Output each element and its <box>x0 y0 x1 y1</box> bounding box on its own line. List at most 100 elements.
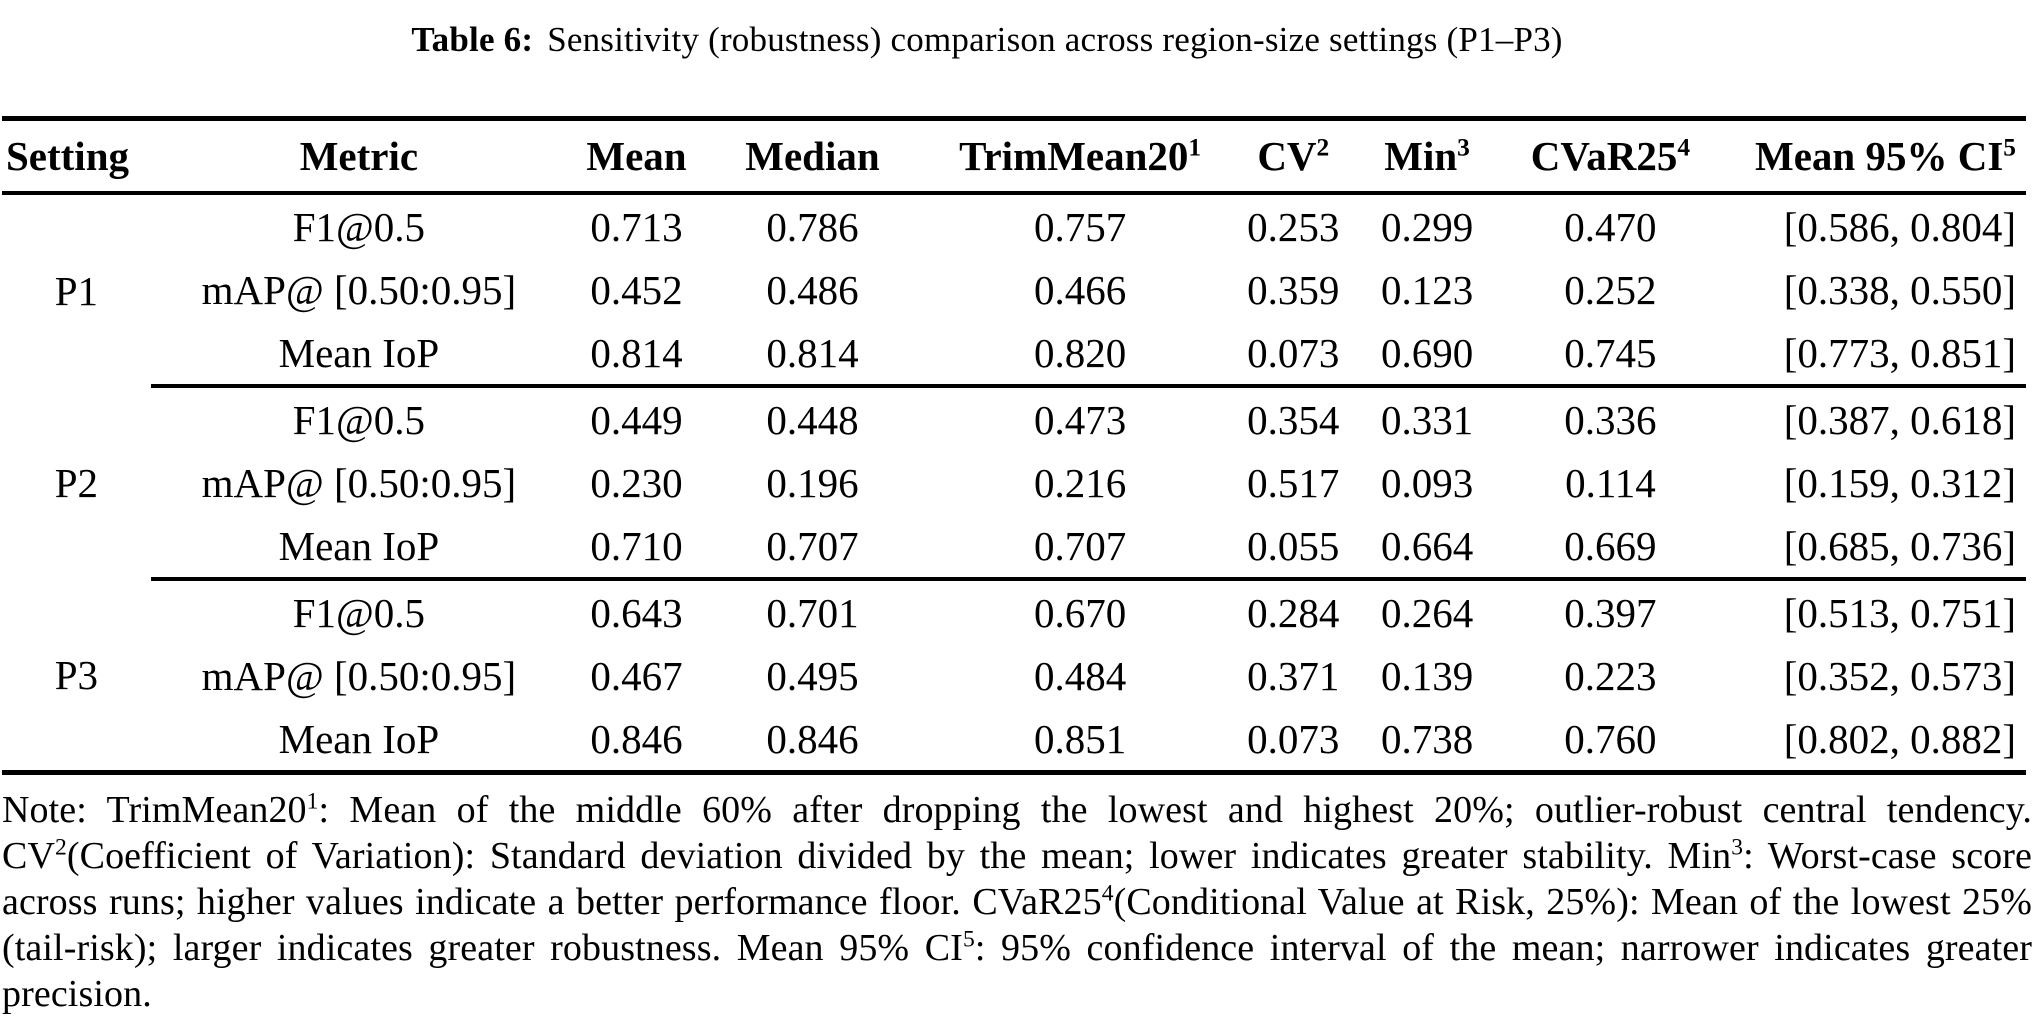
value-trimmean: 0.851 <box>919 707 1242 775</box>
column-header-mean: Mean <box>567 118 706 195</box>
value-cvar: 0.760 <box>1508 707 1713 775</box>
setting-label-p3: P3 <box>54 651 99 698</box>
value-cv: 0.253 <box>1247 203 1340 250</box>
value-mean: 0.452 <box>590 266 683 313</box>
value-cv: 0.284 <box>1247 589 1340 636</box>
value-trimmean: 0.820 <box>919 321 1242 388</box>
column-header-metric: Metric <box>150 118 568 195</box>
metric-label: mAP@ [0.50:0.95] <box>201 652 517 699</box>
value-cvar: 0.397 <box>1564 589 1657 636</box>
value-mean: 0.710 <box>567 514 706 581</box>
column-header-cvar: CVaR254 <box>1508 118 1713 195</box>
column-header-ci: Mean 95% CI5 <box>1712 118 2026 195</box>
table-header-row: Setting Metric Mean Median TrimMean201 CV2 Min… <box>2 118 2026 195</box>
value-ci: [0.586, 0.804] <box>1783 203 2016 250</box>
value-median: 0.196 <box>766 459 859 506</box>
value-ci: [0.159, 0.312] <box>1783 459 2016 506</box>
value-trimmean: 0.670 <box>1034 589 1127 636</box>
value-cvar: 0.252 <box>1564 266 1657 313</box>
value-cv: 0.359 <box>1247 266 1340 313</box>
value-cvar: 0.336 <box>1564 396 1657 443</box>
value-median: 0.701 <box>766 589 859 636</box>
setting-label-p2: P2 <box>54 459 99 506</box>
value-min: 0.299 <box>1380 203 1474 250</box>
table-row-p1-3: Mean IoP 0.814 0.814 0.820 0.073 0.690 0.745 [0… <box>2 321 2026 388</box>
value-median: 0.448 <box>766 396 859 443</box>
metric-label: mAP@ [0.50:0.95] <box>201 266 517 313</box>
value-trimmean: 0.757 <box>1034 203 1127 250</box>
value-cvar: 0.114 <box>1565 459 1656 506</box>
value-median: 0.486 <box>766 266 859 313</box>
value-cv: 0.073 <box>1241 707 1346 775</box>
table-row-p2-1: P2 F1@0.5 0.449 0.448 0.473 0.354 0.331 0.336 [0… <box>2 386 2026 506</box>
value-ci: [0.338, 0.550] <box>1783 266 2016 313</box>
value-ci: [0.685, 0.736] <box>1712 514 2026 581</box>
value-cvar: 0.745 <box>1508 321 1713 388</box>
column-header-cv: CV2 <box>1241 118 1346 195</box>
table-body: P1 F1@0.5 0.713 0.786 0.757 0.253 0.299 0.470 [0… <box>2 193 2026 775</box>
setting-label-p1: P1 <box>54 267 99 314</box>
metric-label: F1@0.5 <box>292 203 426 250</box>
value-cv: 0.354 <box>1247 396 1340 443</box>
value-ci: [0.802, 0.882] <box>1712 707 2026 775</box>
value-min: 0.139 <box>1380 652 1474 699</box>
value-min: 0.093 <box>1380 459 1474 506</box>
metric-label: mAP@ [0.50:0.95] <box>201 459 517 506</box>
value-mean: 0.643 <box>590 589 683 636</box>
value-trimmean: 0.466 <box>1034 266 1127 313</box>
value-cv: 0.371 <box>1247 652 1340 699</box>
metric-label: Mean IoP <box>150 514 568 581</box>
value-cvar: 0.223 <box>1564 652 1657 699</box>
value-ci: [0.773, 0.851] <box>1712 321 2026 388</box>
table-caption-text: Sensitivity (robustness) comparison acro… <box>547 20 1563 59</box>
table-row-p3-2: mAP@ [0.50:0.95] 0.467 0.495 0.484 0.371 0.13… <box>2 644 2026 707</box>
value-min: 0.690 <box>1345 321 1509 388</box>
value-cvar: 0.669 <box>1508 514 1713 581</box>
value-min: 0.664 <box>1345 514 1509 581</box>
value-trimmean: 0.707 <box>919 514 1242 581</box>
metric-label: Mean IoP <box>150 707 568 775</box>
value-trimmean: 0.216 <box>1034 459 1127 506</box>
value-min: 0.738 <box>1345 707 1509 775</box>
column-header-median: Median <box>705 118 920 195</box>
table-row-p1-2: mAP@ [0.50:0.95] 0.452 0.486 0.466 0.359 0.12… <box>2 258 2026 321</box>
value-median: 0.814 <box>705 321 920 388</box>
table-row-p1-1: P1 F1@0.5 0.713 0.786 0.757 0.253 0.299 0.470 [0… <box>2 193 2026 314</box>
column-header-setting: Setting <box>2 118 151 195</box>
value-median: 0.707 <box>705 514 920 581</box>
value-median: 0.495 <box>766 652 859 699</box>
value-mean: 0.230 <box>590 459 683 506</box>
table-row-p3-1: P3 F1@0.5 0.643 0.701 0.670 0.284 0.264 0.397 [0… <box>2 579 2026 698</box>
value-cv: 0.073 <box>1241 321 1346 388</box>
value-min: 0.123 <box>1380 266 1474 313</box>
table-caption: Table 6: Sensitivity (robustness) compari… <box>2 20 1972 60</box>
sensitivity-table: Setting Metric Mean Median TrimMean201 CV2 Min… <box>2 116 2026 775</box>
column-header-trimmean: TrimMean201 <box>919 118 1242 195</box>
value-median: 0.786 <box>766 203 859 250</box>
column-header-min: Min3 <box>1345 118 1509 195</box>
value-cv: 0.517 <box>1247 459 1340 506</box>
value-trimmean: 0.484 <box>1034 652 1127 699</box>
value-ci: [0.387, 0.618] <box>1783 396 2016 443</box>
metric-label: F1@0.5 <box>292 589 426 636</box>
value-mean: 0.467 <box>590 652 683 699</box>
value-ci: [0.352, 0.573] <box>1783 652 2016 699</box>
value-trimmean: 0.473 <box>1034 396 1127 443</box>
table-row-p2-3: Mean IoP 0.710 0.707 0.707 0.055 0.664 0.669 [0… <box>2 514 2026 581</box>
table-note: Note: TrimMean201: Mean of the middle 60… <box>2 788 2032 1015</box>
value-mean: 0.713 <box>590 203 683 250</box>
table-row-p2-2: mAP@ [0.50:0.95] 0.230 0.196 0.216 0.517 0.09… <box>2 451 2026 514</box>
metric-label: Mean IoP <box>150 321 568 388</box>
value-cv: 0.055 <box>1241 514 1346 581</box>
value-median: 0.846 <box>705 707 920 775</box>
value-cvar: 0.470 <box>1564 203 1657 250</box>
value-min: 0.264 <box>1380 589 1474 636</box>
value-min: 0.331 <box>1380 396 1474 443</box>
value-mean: 0.449 <box>590 396 683 443</box>
table-caption-label: Table 6: <box>411 20 534 59</box>
metric-label: F1@0.5 <box>292 396 426 443</box>
table-row-p3-3: Mean IoP 0.846 0.846 0.851 0.073 0.738 0.760 [0… <box>2 707 2026 775</box>
value-ci: [0.513, 0.751] <box>1783 589 2016 636</box>
table-header: Setting Metric Mean Median TrimMean201 CV2 Min… <box>2 118 2026 195</box>
